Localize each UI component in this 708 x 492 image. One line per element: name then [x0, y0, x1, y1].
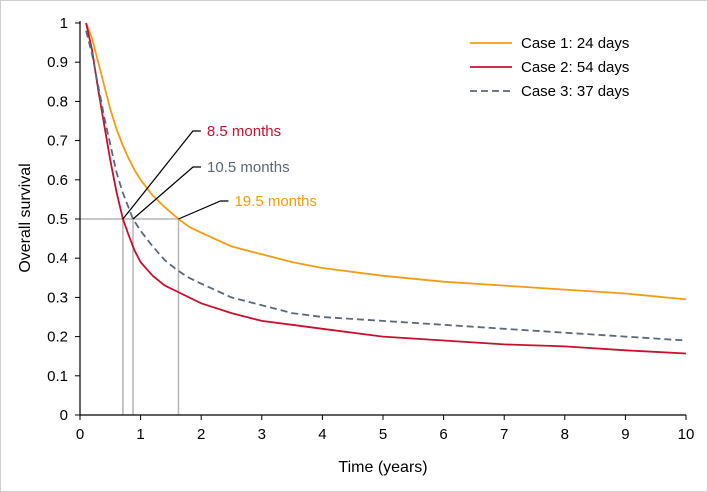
x-tick-label: 7 — [500, 426, 508, 443]
x-tick-label: 3 — [258, 426, 266, 443]
y-tick-label: 0.9 — [47, 54, 68, 71]
series-line-2 — [85, 22, 687, 355]
x-tick-label: 9 — [621, 426, 629, 443]
y-tick-label: 0.4 — [47, 250, 68, 267]
x-tick-label: 6 — [439, 426, 447, 443]
annotations: 8.5 months 10.5 months 19.5 months — [122, 123, 317, 220]
axes: 0 1 2 3 4 5 6 7 8 9 10 0 0.1 0.2 0.3 0.4 0.5 0.6 0.7 0.8 0.9… — [47, 15, 694, 443]
x-tick-label: 5 — [379, 426, 387, 443]
y-tick-label: 0.8 — [47, 93, 68, 110]
y-tick-label: 0.3 — [47, 289, 68, 306]
annotation-label: 8.5 months — [207, 123, 281, 140]
annotation-label: 19.5 months — [234, 193, 317, 210]
legend: Case 1: 24 days Case 2: 54 days Case 3: 37… — [470, 35, 629, 100]
y-tick-label: 0.7 — [47, 133, 68, 150]
y-tick-label: 1 — [60, 15, 68, 32]
y-tick-label: 0.1 — [47, 368, 68, 385]
x-tick-label: 1 — [136, 426, 144, 443]
y-tick-label: 0.6 — [47, 172, 68, 189]
x-tick-label: 0 — [76, 426, 84, 443]
x-axis-label: Time (years) — [338, 459, 427, 476]
legend-label: Case 2: 54 days — [521, 59, 629, 76]
annotation-leader — [122, 130, 201, 220]
y-tick-label: 0.5 — [47, 211, 68, 228]
annotation-leader — [132, 166, 202, 220]
legend-label: Case 1: 24 days — [521, 35, 629, 52]
y-tick-label: 0.2 — [47, 329, 68, 346]
series-line-3 — [85, 30, 687, 342]
annotation-leader — [178, 200, 229, 220]
x-tick-label: 2 — [197, 426, 205, 443]
x-tick-label: 8 — [561, 426, 569, 443]
x-tick-label: 10 — [678, 426, 695, 443]
legend-label: Case 3: 37 days — [521, 83, 629, 100]
y-axis-label: Overall survival — [17, 163, 34, 272]
median-reference-lines — [80, 218, 180, 415]
y-tick-label: 0 — [60, 407, 68, 424]
annotation-label: 10.5 months — [207, 159, 290, 176]
x-tick-label: 4 — [318, 426, 326, 443]
